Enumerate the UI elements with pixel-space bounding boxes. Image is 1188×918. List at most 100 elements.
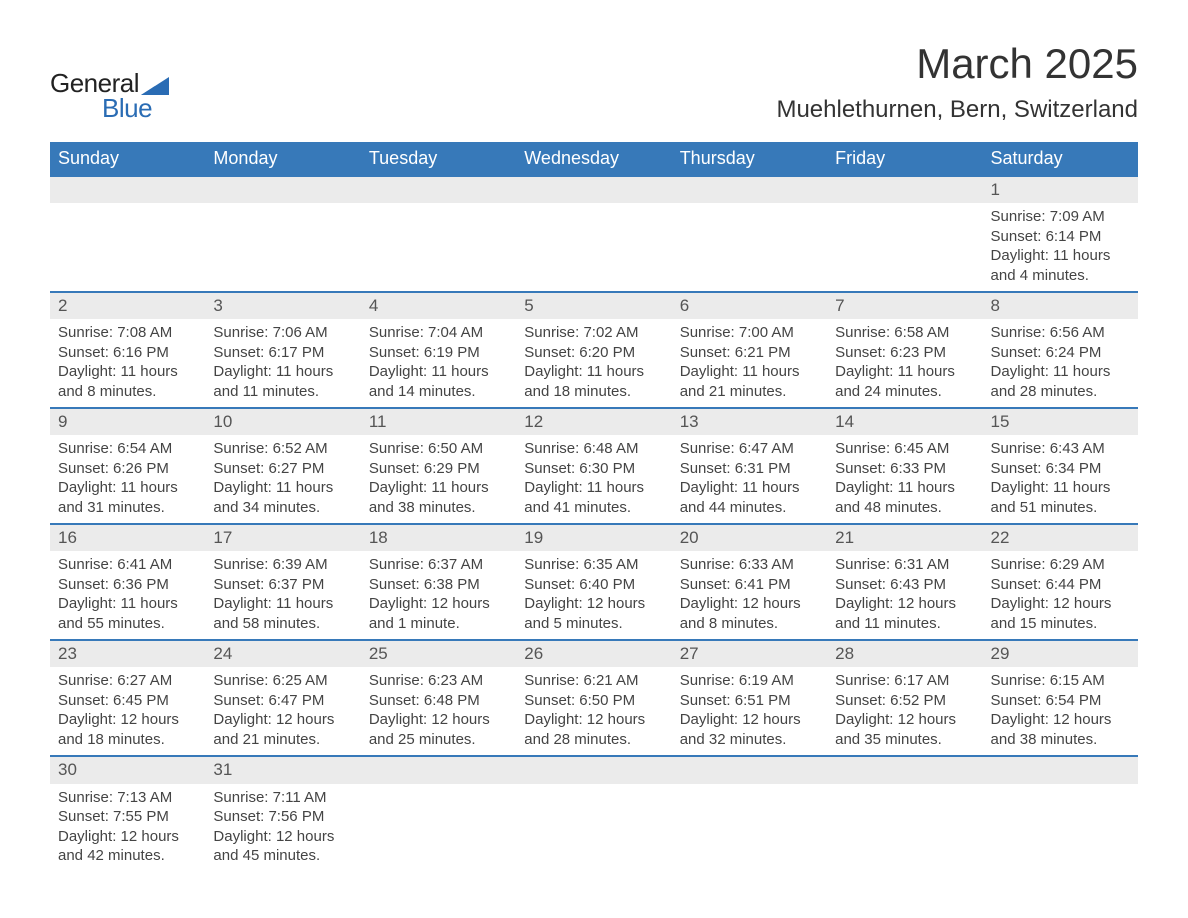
daylight-text-line1: Daylight: 11 hours bbox=[58, 362, 197, 382]
day-data: Sunrise: 6:43 AMSunset: 6:34 PMDaylight:… bbox=[983, 435, 1138, 523]
sunset-text: Sunset: 6:27 PM bbox=[213, 459, 352, 479]
day-number: 17 bbox=[205, 525, 360, 551]
daylight-text-line2: and 4 minutes. bbox=[991, 266, 1130, 286]
daylight-text-line1: Daylight: 12 hours bbox=[213, 710, 352, 730]
sunrise-text: Sunrise: 6:54 AM bbox=[58, 439, 197, 459]
calendar-day-cell: 22Sunrise: 6:29 AMSunset: 6:44 PMDayligh… bbox=[983, 524, 1138, 640]
sunset-text: Sunset: 6:36 PM bbox=[58, 575, 197, 595]
day-number: 28 bbox=[827, 641, 982, 667]
weekday-header: Sunday bbox=[50, 142, 205, 176]
calendar-day-cell: 19Sunrise: 6:35 AMSunset: 6:40 PMDayligh… bbox=[516, 524, 671, 640]
day-data: Sunrise: 6:47 AMSunset: 6:31 PMDaylight:… bbox=[672, 435, 827, 523]
calendar-day-cell: 12Sunrise: 6:48 AMSunset: 6:30 PMDayligh… bbox=[516, 408, 671, 524]
daylight-text-line2: and 51 minutes. bbox=[991, 498, 1130, 518]
day-number: 11 bbox=[361, 409, 516, 435]
sunrise-text: Sunrise: 6:52 AM bbox=[213, 439, 352, 459]
daylight-text-line1: Daylight: 11 hours bbox=[835, 478, 974, 498]
sunrise-text: Sunrise: 6:37 AM bbox=[369, 555, 508, 575]
day-number: 6 bbox=[672, 293, 827, 319]
daylight-text-line1: Daylight: 11 hours bbox=[58, 594, 197, 614]
sunset-text: Sunset: 6:37 PM bbox=[213, 575, 352, 595]
sunset-text: Sunset: 6:52 PM bbox=[835, 691, 974, 711]
daylight-text-line2: and 55 minutes. bbox=[58, 614, 197, 634]
day-data bbox=[672, 203, 827, 273]
daylight-text-line1: Daylight: 12 hours bbox=[680, 710, 819, 730]
sunrise-text: Sunrise: 6:19 AM bbox=[680, 671, 819, 691]
sunset-text: Sunset: 6:23 PM bbox=[835, 343, 974, 363]
sunrise-text: Sunrise: 6:47 AM bbox=[680, 439, 819, 459]
daylight-text-line1: Daylight: 11 hours bbox=[369, 478, 508, 498]
daylight-text-line1: Daylight: 12 hours bbox=[369, 710, 508, 730]
day-data bbox=[672, 784, 827, 854]
sunset-text: Sunset: 6:38 PM bbox=[369, 575, 508, 595]
daylight-text-line1: Daylight: 11 hours bbox=[991, 246, 1130, 266]
day-number: 21 bbox=[827, 525, 982, 551]
sunrise-text: Sunrise: 6:35 AM bbox=[524, 555, 663, 575]
daylight-text-line1: Daylight: 11 hours bbox=[369, 362, 508, 382]
sunset-text: Sunset: 6:24 PM bbox=[991, 343, 1130, 363]
daylight-text-line1: Daylight: 11 hours bbox=[58, 478, 197, 498]
day-data: Sunrise: 7:00 AMSunset: 6:21 PMDaylight:… bbox=[672, 319, 827, 407]
sunset-text: Sunset: 6:43 PM bbox=[835, 575, 974, 595]
daylight-text-line2: and 28 minutes. bbox=[991, 382, 1130, 402]
daylight-text-line1: Daylight: 11 hours bbox=[680, 478, 819, 498]
daylight-text-line2: and 18 minutes. bbox=[524, 382, 663, 402]
daylight-text-line1: Daylight: 12 hours bbox=[680, 594, 819, 614]
weekday-header: Tuesday bbox=[361, 142, 516, 176]
sunset-text: Sunset: 6:48 PM bbox=[369, 691, 508, 711]
calendar-week-row: 1Sunrise: 7:09 AMSunset: 6:14 PMDaylight… bbox=[50, 176, 1138, 292]
calendar-day-cell: 17 Sunrise: 6:39 AMSunset: 6:37 PMDayligh… bbox=[205, 524, 360, 640]
calendar-empty-cell bbox=[205, 176, 360, 292]
day-data: Sunrise: 6:33 AMSunset: 6:41 PMDaylight:… bbox=[672, 551, 827, 639]
day-data bbox=[205, 203, 360, 273]
calendar-day-cell: 7Sunrise: 6:58 AMSunset: 6:23 PMDaylight… bbox=[827, 292, 982, 408]
day-number bbox=[516, 177, 671, 203]
calendar-day-cell: 6Sunrise: 7:00 AMSunset: 6:21 PMDaylight… bbox=[672, 292, 827, 408]
daylight-text-line1: Daylight: 11 hours bbox=[213, 594, 352, 614]
sunset-text: Sunset: 6:54 PM bbox=[991, 691, 1130, 711]
daylight-text-line1: Daylight: 12 hours bbox=[58, 710, 197, 730]
sunrise-text: Sunrise: 6:48 AM bbox=[524, 439, 663, 459]
day-number: 22 bbox=[983, 525, 1138, 551]
daylight-text-line2: and 58 minutes. bbox=[213, 614, 352, 634]
day-number: 16 bbox=[50, 525, 205, 551]
calendar-empty-cell bbox=[516, 176, 671, 292]
day-number bbox=[672, 757, 827, 783]
month-title: March 2025 bbox=[776, 40, 1138, 88]
weekday-header: Wednesday bbox=[516, 142, 671, 176]
day-data: Sunrise: 6:31 AMSunset: 6:43 PMDaylight:… bbox=[827, 551, 982, 639]
day-number: 5 bbox=[516, 293, 671, 319]
calendar-empty-cell bbox=[361, 176, 516, 292]
calendar-empty-cell bbox=[827, 176, 982, 292]
day-number bbox=[827, 177, 982, 203]
day-number bbox=[205, 177, 360, 203]
day-number bbox=[361, 177, 516, 203]
calendar-day-cell: 14Sunrise: 6:45 AMSunset: 6:33 PMDayligh… bbox=[827, 408, 982, 524]
day-number bbox=[50, 177, 205, 203]
daylight-text-line1: Daylight: 11 hours bbox=[991, 478, 1130, 498]
sunset-text: Sunset: 6:50 PM bbox=[524, 691, 663, 711]
day-number: 13 bbox=[672, 409, 827, 435]
day-data: Sunrise: 6:17 AMSunset: 6:52 PMDaylight:… bbox=[827, 667, 982, 755]
daylight-text-line1: Daylight: 12 hours bbox=[58, 827, 197, 847]
sunrise-text: Sunrise: 6:43 AM bbox=[991, 439, 1130, 459]
daylight-text-line2: and 42 minutes. bbox=[58, 846, 197, 866]
daylight-text-line2: and 38 minutes. bbox=[991, 730, 1130, 750]
sunrise-text: Sunrise: 6:39 AM bbox=[213, 555, 352, 575]
day-number: 15 bbox=[983, 409, 1138, 435]
day-data: Sunrise: 6:15 AMSunset: 6:54 PMDaylight:… bbox=[983, 667, 1138, 755]
day-number: 31 bbox=[205, 757, 360, 783]
calendar-day-cell: 5Sunrise: 7:02 AMSunset: 6:20 PMDaylight… bbox=[516, 292, 671, 408]
sunrise-text: Sunrise: 7:09 AM bbox=[991, 207, 1130, 227]
weekday-header: Friday bbox=[827, 142, 982, 176]
daylight-text-line1: Daylight: 12 hours bbox=[835, 594, 974, 614]
day-data: Sunrise: 7:02 AMSunset: 6:20 PMDaylight:… bbox=[516, 319, 671, 407]
daylight-text-line1: Daylight: 11 hours bbox=[680, 362, 819, 382]
daylight-text-line2: and 34 minutes. bbox=[213, 498, 352, 518]
calendar-day-cell: 4Sunrise: 7:04 AMSunset: 6:19 PMDaylight… bbox=[361, 292, 516, 408]
day-data bbox=[361, 203, 516, 273]
day-number bbox=[827, 757, 982, 783]
sunset-text: Sunset: 6:14 PM bbox=[991, 227, 1130, 247]
calendar-week-row: 2Sunrise: 7:08 AMSunset: 6:16 PMDaylight… bbox=[50, 292, 1138, 408]
calendar-day-cell: 27Sunrise: 6:19 AMSunset: 6:51 PMDayligh… bbox=[672, 640, 827, 756]
